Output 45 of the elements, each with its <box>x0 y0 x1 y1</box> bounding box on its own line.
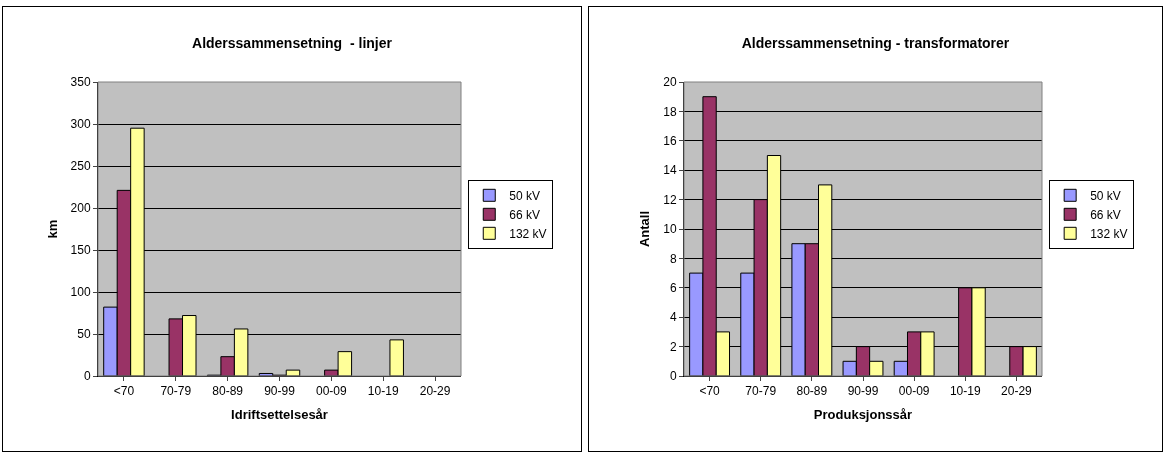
x-tick-label: 10-19 <box>949 384 981 399</box>
legend-label: 66 kV <box>1090 207 1121 222</box>
y-tick-label: 18 <box>663 104 677 119</box>
legend-label: 66 kV <box>509 207 540 222</box>
y-tick-label: 20 <box>663 75 677 90</box>
y-axis-title: Antall <box>637 210 653 248</box>
x-axis-title: Idriftsettelsesår <box>231 407 328 422</box>
y-tick-label: 8 <box>669 251 677 266</box>
legend-label: 132 kV <box>509 226 547 241</box>
y-tick-label: 100 <box>70 285 91 300</box>
legend-label: 50 kV <box>1090 188 1121 203</box>
x-tick-label: 70-79 <box>160 384 192 399</box>
y-tick-label: 200 <box>70 201 91 216</box>
y-tick-label: 2 <box>669 339 677 354</box>
y-tick-label: 16 <box>663 134 677 148</box>
y-axis-title: km <box>44 219 60 239</box>
x-tick-label: 80-89 <box>212 384 244 399</box>
y-tick-label: 0 <box>669 369 677 384</box>
y-tick-label: 300 <box>70 117 91 132</box>
y-tick-label: 10 <box>663 222 677 237</box>
x-tick-label: <70 <box>699 384 721 399</box>
x-tick-label: 90-99 <box>847 384 879 399</box>
y-tick-label: 6 <box>669 281 677 295</box>
y-tick-label: 14 <box>663 163 677 178</box>
y-tick-label: 0 <box>83 369 91 384</box>
x-tick-label: 20-29 <box>419 384 451 399</box>
y-tick-label: 4 <box>669 310 677 325</box>
x-tick-label: 70-79 <box>745 384 777 399</box>
y-tick-label: 12 <box>663 192 677 207</box>
y-tick-label: 250 <box>70 159 91 174</box>
x-tick-label: 00-09 <box>898 384 930 399</box>
x-tick-label: 90-99 <box>264 384 296 399</box>
y-tick-label: 150 <box>70 243 91 258</box>
x-tick-label: 80-89 <box>796 384 828 399</box>
x-tick-label: 00-09 <box>316 384 348 399</box>
y-tick-label: 350 <box>70 75 91 90</box>
x-tick-label: 20-29 <box>1001 384 1033 399</box>
y-tick-label: 50 <box>77 327 91 342</box>
legend-label: 132 kV <box>1090 226 1128 241</box>
chart-title: Alderssammensetning - linjer <box>192 34 393 51</box>
x-tick-label: <70 <box>113 384 135 399</box>
legend-label: 50 kV <box>509 188 540 203</box>
x-axis-title: Produksjonssår <box>813 407 913 422</box>
x-tick-label: 10-19 <box>367 384 399 399</box>
chart-title: Alderssammensetning - transformatorer <box>741 34 1010 51</box>
